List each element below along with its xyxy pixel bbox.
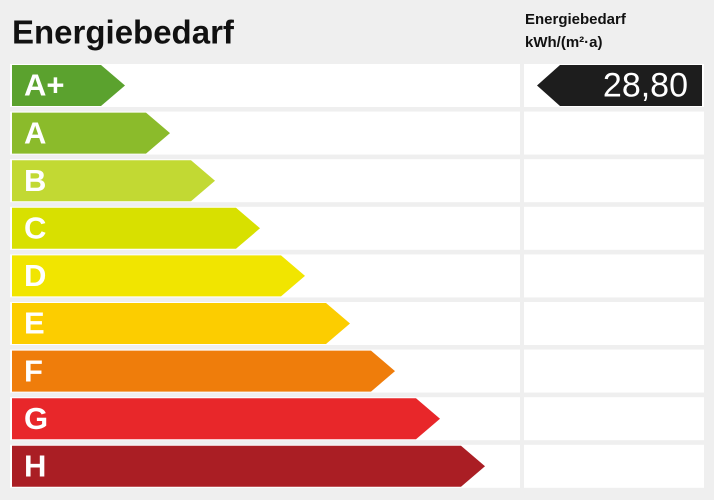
- value-cell: [524, 349, 704, 393]
- value-cell: [524, 254, 704, 298]
- value-cell: [524, 444, 704, 488]
- class-arrow: [12, 303, 350, 344]
- value-cell: [524, 397, 704, 441]
- class-label: A+: [24, 68, 65, 103]
- value-cell: [524, 111, 704, 155]
- class-arrow: [12, 207, 260, 249]
- indicator-value: 28,80: [603, 66, 688, 104]
- class-label: H: [24, 448, 46, 483]
- class-arrow: [12, 255, 305, 297]
- class-arrow: [12, 112, 170, 154]
- column-title: Energiebedarf: [525, 11, 627, 28]
- class-arrow: [12, 65, 125, 106]
- class-arrow: [12, 398, 440, 440]
- class-label: F: [24, 353, 43, 388]
- value-cell: [524, 159, 704, 203]
- value-cell: [524, 302, 704, 345]
- class-label: A: [24, 115, 46, 150]
- title: Energiebedarf: [12, 14, 235, 51]
- class-label: C: [24, 210, 46, 245]
- column-unit: kWh/(m²·a): [525, 34, 603, 51]
- class-arrow: [12, 160, 215, 202]
- value-indicator: [537, 65, 702, 106]
- class-label: B: [24, 163, 46, 198]
- class-label: G: [24, 401, 48, 436]
- class-arrow: [12, 350, 395, 392]
- class-label: D: [24, 258, 46, 293]
- class-label: E: [24, 306, 45, 341]
- value-cell: [524, 206, 704, 250]
- class-arrow: [12, 445, 485, 487]
